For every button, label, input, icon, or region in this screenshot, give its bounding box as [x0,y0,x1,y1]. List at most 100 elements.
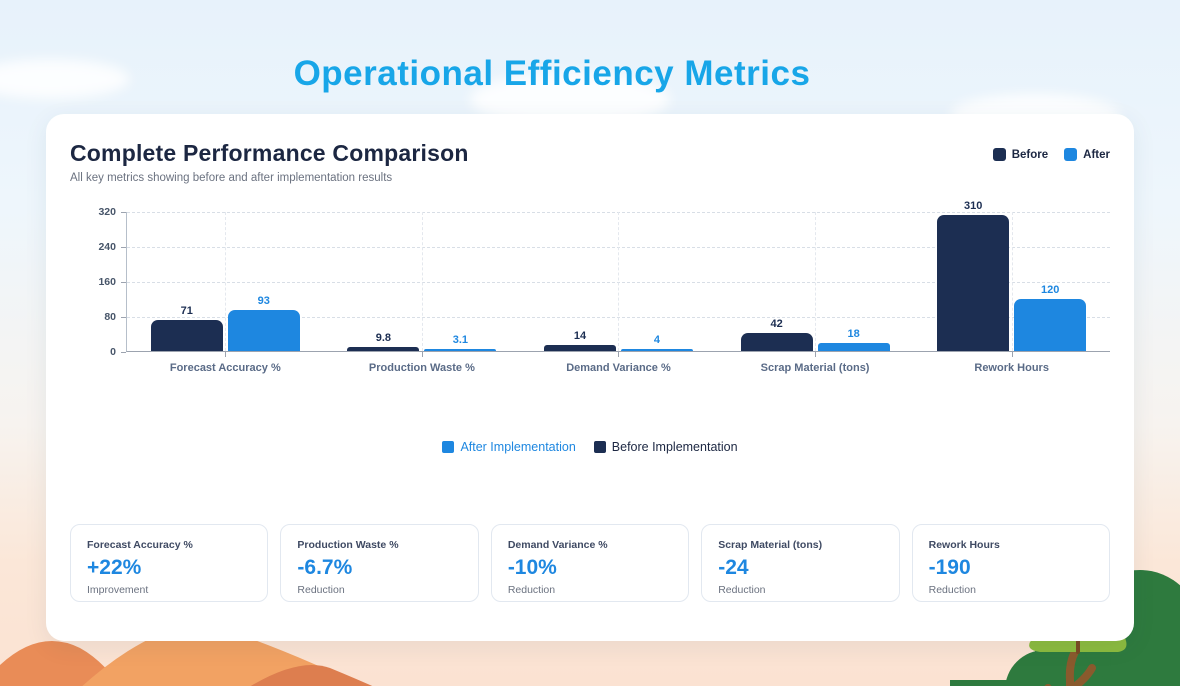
performance-comparison-card: Complete Performance Comparison All key … [46,114,1134,641]
x-axis-tick [421,352,423,357]
stat-card-value: +22% [87,556,142,579]
stat-card-sub: Reduction [928,584,976,596]
y-axis-label: 160 [98,276,116,288]
y-axis-tick [121,212,126,213]
stat-card-value: -10% [507,556,557,579]
legend-item-after[interactable]: After [1064,148,1110,161]
stat-card-label: Demand Variance % [507,539,608,551]
bar-value-label: 4 [653,334,661,346]
bar-before-1[interactable] [150,319,223,351]
x-axis-label-4: Scrap Material (tons) [760,362,870,374]
vertical-gridline [225,212,227,351]
summary-stats-row: Forecast Accuracy % +22% Improvement Produc… [70,524,1111,602]
bar-wrap: 14 [543,329,616,351]
bar-group-4: 42 18 [717,212,914,357]
x-axis-tick [815,352,817,357]
x-axis-label-2: Production Waste % [368,362,475,374]
x-axis-label-3: Demand Variance % [566,362,671,374]
bar-value-label: 42 [770,317,783,330]
stat-card-5: Rework Hours -190 Reduction [911,524,1111,602]
y-axis-label: 0 [110,346,116,358]
bar-value-label: 120 [1040,283,1060,296]
stat-card-label: Rework Hours [928,539,1000,551]
legend-item-before[interactable]: Before [992,148,1049,161]
legend-item-before-implementation[interactable]: Before Implementation [593,440,738,454]
legend-item-after-implementation[interactable]: After Implementation [442,440,576,454]
vertical-gridline [618,212,620,351]
stat-card-4: Scrap Material (tons) -24 Reduction [701,524,900,602]
bar-group-2: 9.8 3.1 [324,212,521,357]
bar-wrap: 3.1 [424,334,497,351]
stat-card-sub: Reduction [297,584,345,596]
bar-after-2[interactable] [424,349,497,351]
stat-card-2: Production Waste % -6.7% Reduction [280,524,479,602]
stat-card-sub: Reduction [507,584,556,596]
bar-before-4[interactable] [740,332,813,351]
stat-card-3: Demand Variance % -10% Reduction [490,524,690,602]
stat-card-value: -6.7% [297,556,353,579]
x-axis-tick [618,352,620,357]
y-axis-label: 320 [98,206,116,218]
bar-wrap: 18 [817,328,890,351]
bar-wrap: 120 [1014,283,1087,351]
legend-swatch [1064,148,1078,161]
bar-after-4[interactable] [817,343,890,351]
y-axis-label: 80 [104,311,116,323]
bar-before-5[interactable] [937,215,1010,351]
legend-swatch [442,441,455,453]
bar-group-1: 71 93 [127,212,324,357]
x-axis: Forecast Accuracy % Production Waste % Dem… [127,362,1110,374]
y-axis-tick [121,352,126,353]
x-axis-tick [225,352,227,357]
y-axis-tick [121,317,126,318]
bar-before-2[interactable] [347,346,420,351]
bar-value-label: 18 [847,328,860,341]
bar-wrap: 71 [150,304,223,351]
bar-wrap: 9.8 [347,331,420,351]
stat-card-value: -24 [718,556,749,579]
bar-after-5[interactable] [1014,298,1087,351]
chart-legend-bottom: After Implementation Before Implementatio… [70,440,1110,454]
y-axis-label: 240 [98,241,116,253]
bar-wrap: 4 [620,334,693,351]
legend-swatch [992,148,1006,161]
vertical-gridline [421,212,423,351]
card-heading: Complete Performance Comparison [70,140,469,166]
bar-value-label: 310 [963,200,983,213]
bar-value-label: 9.8 [375,331,392,344]
bar-before-3[interactable] [543,344,616,351]
x-axis-tick [1011,352,1013,357]
bar-wrap: 42 [740,317,813,351]
legend-label: Before [1011,148,1049,161]
bar-value-label: 14 [573,329,587,342]
bar-value-label: 3.1 [452,334,469,346]
page-title: Operational Efficiency Metrics [293,54,811,93]
bar-value-label: 71 [180,304,193,317]
legend-label: Before Implementation [611,440,738,454]
bar-after-3[interactable] [620,349,693,351]
y-axis-tick [121,282,126,283]
y-axis-tick [121,247,126,248]
bar-wrap: 310 [937,200,1010,351]
grouped-bar-chart: 0 80 160 240 320 71 93 9.8 3.1 14 4 42 18 310 120 [70,200,1110,358]
stat-card-label: Scrap Material (tons) [718,539,823,551]
y-axis: 0 80 160 240 320 [70,206,126,358]
vertical-gridline [1011,212,1013,351]
stat-card-sub: Reduction [718,584,766,596]
bar-after-1[interactable] [227,310,300,351]
bar-group-5: 310 120 [913,200,1110,357]
chart-plot-area: 71 93 9.8 3.1 14 4 42 18 310 120 [126,200,1110,357]
card-subheading: All key metrics showing before and after… [70,172,393,184]
x-axis-label-5: Rework Hours [974,362,1049,374]
legend-swatch [593,441,606,453]
stat-card-label: Production Waste % [297,539,399,551]
bar-value-label: 93 [257,295,270,308]
legend-label: After [1083,148,1110,161]
bar-wrap: 93 [227,295,300,351]
stat-card-sub: Improvement [87,584,149,596]
vertical-gridline [815,212,817,351]
chart-legend-top: Before After [992,148,1110,161]
stat-card-label: Forecast Accuracy % [87,539,193,551]
bar-group-3: 14 4 [520,212,717,357]
x-axis-label-1: Forecast Accuracy % [169,362,281,374]
